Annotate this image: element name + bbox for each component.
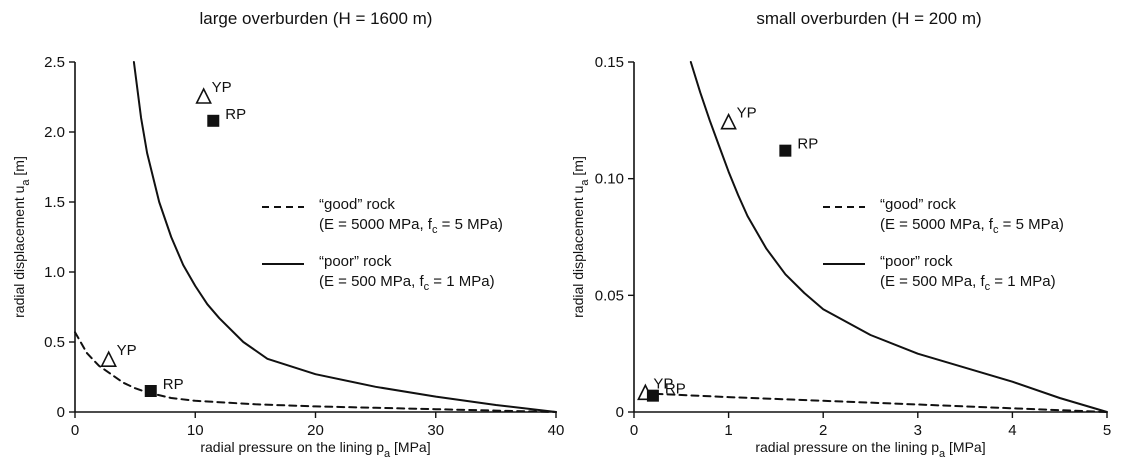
x-tick-label: 10 (187, 422, 204, 439)
legend-entry-detail: (E = 5000 MPa, fc = 5 MPa) (319, 216, 503, 236)
yield-point-marker (195, 87, 212, 104)
y-tick-label: 1.5 (44, 194, 65, 211)
chart-panel-2: small overburden (H = 200 m) 0 0.05 0.10 0.1… (570, 9, 1111, 460)
series-line-good-rock (642, 392, 1108, 413)
y-axis-label: radial displacement ua [m] (570, 156, 591, 318)
series-line-poor-rock (132, 61, 557, 413)
legend-detail-lead: (E = 5000 MPa, f (319, 216, 433, 233)
y-tick-label: 0.5 (44, 334, 65, 351)
chart-panel-1: large overburden (H = 1600 m) 0 0.5 1.0 1.5 2… (11, 9, 564, 460)
legend-detail-tail: = 5 MPa) (437, 216, 502, 233)
y-tick-label: 0 (57, 404, 65, 421)
rupture-point-label: RP (163, 376, 184, 393)
legend-detail-lead: (E = 500 MPa, f (319, 273, 424, 290)
legend-detail-tail: = 5 MPa) (998, 216, 1063, 233)
y-tick-label: 1.0 (44, 264, 65, 281)
rupture-point-label: RP (225, 106, 246, 123)
y-tick-label: 0.05 (595, 287, 624, 304)
x-axis-label-main: radial pressure on the lining p (755, 439, 939, 455)
y-axis-label-tail: [m] (11, 156, 27, 179)
rupture-point-label: RP (797, 136, 818, 153)
yield-point-marker (100, 350, 117, 368)
yield-point-label: YP (212, 79, 232, 96)
yield-point-label: YP (737, 105, 757, 122)
x-tick-label: 20 (307, 422, 324, 439)
x-axis-label-subscript: a (384, 448, 391, 460)
chart-title: large overburden (H = 1600 m) (200, 9, 433, 28)
legend-entry-name: “poor” rock (319, 253, 392, 270)
x-axis-label: radial pressure on the lining pa [MPa] (755, 439, 985, 460)
y-tick-label: 0.15 (595, 54, 624, 71)
legend-entry-detail: (E = 500 MPa, fc = 1 MPa) (319, 273, 495, 293)
legend-entry-name: “poor” rock (880, 253, 953, 270)
legend-detail-tail: = 1 MPa) (429, 273, 494, 290)
x-tick-label: 40 (548, 422, 565, 439)
y-tick-label: 2.5 (44, 54, 65, 71)
x-tick-label: 30 (427, 422, 444, 439)
rupture-point-marker (207, 114, 220, 127)
legend: “good” rock(E = 5000 MPa, fc = 5 MPa)“po… (823, 196, 1064, 293)
y-tick-label: 2.0 (44, 124, 65, 141)
legend-entry-name: “good” rock (319, 196, 395, 213)
x-tick-label: 4 (1008, 422, 1016, 439)
x-tick-label: 2 (819, 422, 827, 439)
legend-detail-lead: (E = 500 MPa, f (880, 273, 985, 290)
x-axis-label-tail: [MPa] (945, 439, 985, 455)
legend-entry-detail: (E = 500 MPa, fc = 1 MPa) (880, 273, 1056, 293)
legend-detail-subscript: c (432, 224, 438, 236)
x-tick-label: 5 (1103, 422, 1111, 439)
yield-point-marker (720, 112, 737, 130)
y-axis-label: radial displacement ua [m] (11, 156, 32, 318)
series-line-poor-rock (689, 61, 1108, 413)
y-axis-label-main: radial displacement u (570, 186, 586, 318)
legend-detail-subscript: c (424, 281, 430, 293)
rupture-point-label: RP (665, 381, 686, 398)
legend-detail-subscript: c (985, 281, 991, 293)
x-tick-label: 0 (71, 422, 79, 439)
series-line-good-rock (74, 331, 557, 413)
y-axis-label-tail: [m] (570, 156, 586, 179)
y-tick-label: 0.10 (595, 171, 624, 188)
rupture-point-marker (779, 144, 792, 157)
x-axis-label-tail: [MPa] (390, 439, 430, 455)
rupture-point-marker (144, 385, 157, 397)
legend-detail-tail: = 1 MPa) (990, 273, 1055, 290)
chart-title: small overburden (H = 200 m) (756, 9, 981, 28)
legend-detail-subscript: c (993, 224, 999, 236)
x-axis-label-subscript: a (939, 448, 946, 460)
y-axis-label-main: radial displacement u (11, 186, 27, 318)
legend-detail-lead: (E = 5000 MPa, f (880, 216, 994, 233)
y-axis-label-subscript: a (20, 179, 32, 186)
rupture-point-marker (646, 389, 659, 402)
x-tick-label: 3 (914, 422, 922, 439)
x-axis-label: radial pressure on the lining pa [MPa] (200, 439, 430, 460)
legend-entry-detail: (E = 5000 MPa, fc = 5 MPa) (880, 216, 1064, 236)
x-axis-label-main: radial pressure on the lining p (200, 439, 384, 455)
x-tick-label: 0 (630, 422, 638, 439)
yield-point-label: YP (117, 342, 137, 359)
y-tick-label: 0 (616, 404, 624, 421)
x-tick-label: 1 (724, 422, 732, 439)
y-axis-label-subscript: a (579, 179, 591, 186)
legend: “good” rock(E = 5000 MPa, fc = 5 MPa)“po… (262, 196, 503, 293)
yield-point-label: YP (653, 375, 673, 392)
legend-entry-name: “good” rock (880, 196, 956, 213)
